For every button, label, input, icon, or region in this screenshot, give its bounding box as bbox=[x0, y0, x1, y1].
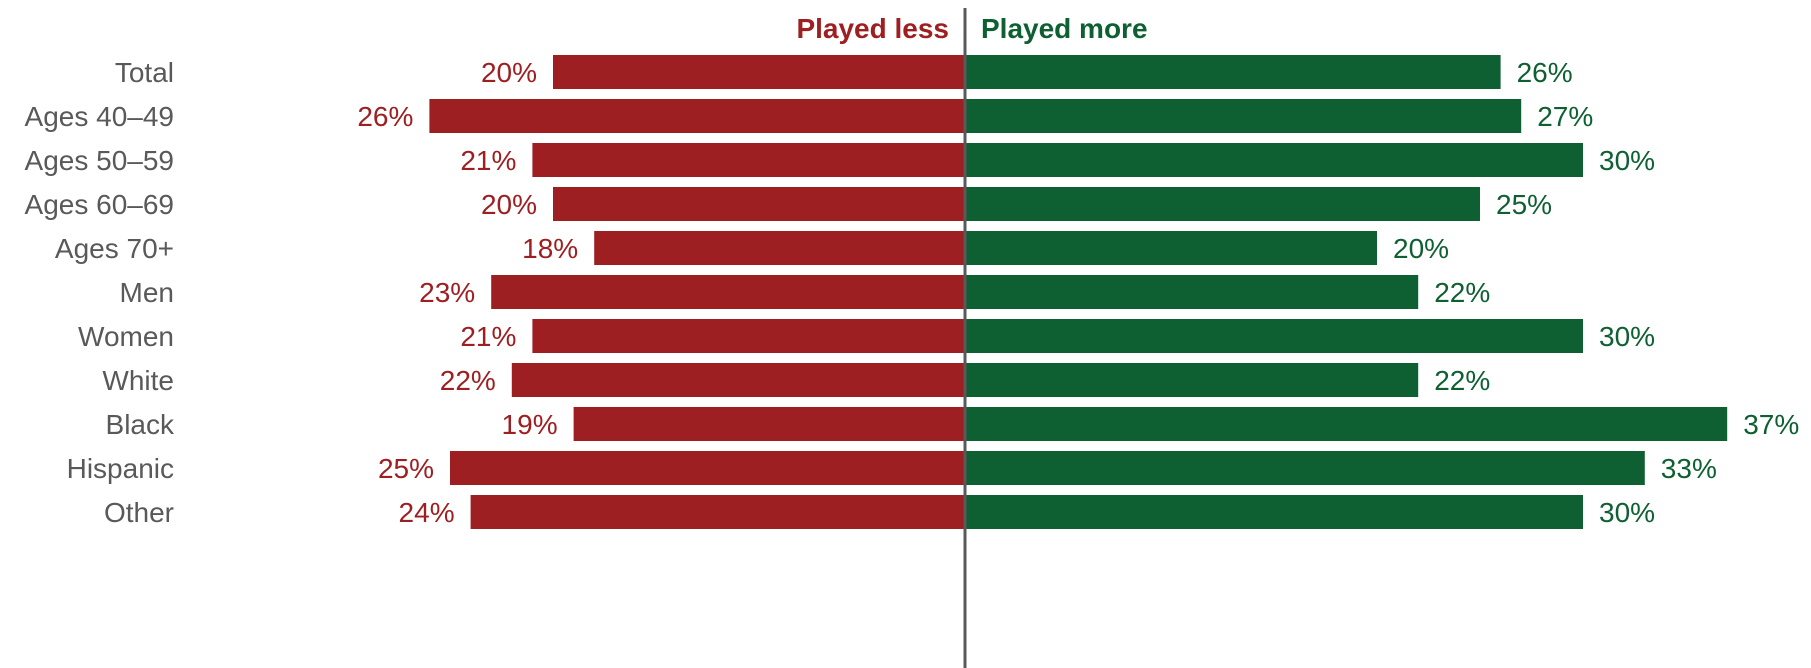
value-label-played-less-black: 19% bbox=[502, 409, 558, 440]
bar-played-less-ages-40-49 bbox=[429, 99, 965, 133]
value-label-played-more-white: 22% bbox=[1434, 365, 1490, 396]
bar-played-more-white bbox=[965, 363, 1419, 397]
category-label-total: Total bbox=[115, 57, 174, 88]
value-label-played-less-ages-50-59: 21% bbox=[460, 145, 516, 176]
bar-played-less-total bbox=[553, 55, 965, 89]
category-label-ages-70: Ages 70+ bbox=[55, 233, 174, 264]
category-label-white: White bbox=[102, 365, 174, 396]
value-label-played-more-total: 26% bbox=[1517, 57, 1573, 88]
bars-layer bbox=[429, 55, 1728, 529]
bar-played-more-ages-40-49 bbox=[965, 99, 1522, 133]
value-label-played-more-men: 22% bbox=[1434, 277, 1490, 308]
bar-played-less-ages-60-69 bbox=[553, 187, 965, 221]
labels-layer: Total 20% 26% Ages 40–49 26% 27% Ages 50–59 21%… bbox=[25, 57, 1800, 528]
value-label-played-less-women: 21% bbox=[460, 321, 516, 352]
category-label-ages-40-49: Ages 40–49 bbox=[25, 101, 174, 132]
bar-played-more-hispanic bbox=[965, 451, 1645, 485]
bar-played-more-other bbox=[965, 495, 1583, 529]
value-label-played-less-hispanic: 25% bbox=[378, 453, 434, 484]
value-label-played-less-total: 20% bbox=[481, 57, 537, 88]
bar-played-less-women bbox=[532, 319, 965, 353]
value-label-played-less-other: 24% bbox=[399, 497, 455, 528]
value-label-played-less-ages-40-49: 26% bbox=[357, 101, 413, 132]
value-label-played-more-ages-60-69: 25% bbox=[1496, 189, 1552, 220]
value-label-played-less-ages-70: 18% bbox=[522, 233, 578, 264]
value-label-played-more-other: 30% bbox=[1599, 497, 1655, 528]
legend-played-more: Played more bbox=[981, 13, 1148, 44]
bar-played-less-white bbox=[511, 363, 965, 397]
bar-played-less-hispanic bbox=[450, 451, 965, 485]
bar-played-less-black bbox=[573, 407, 965, 441]
bar-played-less-men bbox=[491, 275, 965, 309]
value-label-played-more-ages-40-49: 27% bbox=[1537, 101, 1593, 132]
bar-played-less-ages-70 bbox=[594, 231, 965, 265]
value-label-played-less-men: 23% bbox=[419, 277, 475, 308]
value-label-played-less-ages-60-69: 20% bbox=[481, 189, 537, 220]
value-label-played-more-hispanic: 33% bbox=[1661, 453, 1717, 484]
bar-played-more-black bbox=[965, 407, 1728, 441]
category-label-hispanic: Hispanic bbox=[67, 453, 174, 484]
value-label-played-more-ages-50-59: 30% bbox=[1599, 145, 1655, 176]
category-label-men: Men bbox=[120, 277, 174, 308]
category-label-black: Black bbox=[106, 409, 175, 440]
value-label-played-more-women: 30% bbox=[1599, 321, 1655, 352]
category-label-women: Women bbox=[78, 321, 174, 352]
bar-played-more-ages-70 bbox=[965, 231, 1377, 265]
bar-played-more-women bbox=[965, 319, 1583, 353]
bar-played-less-other bbox=[470, 495, 965, 529]
value-label-played-more-black: 37% bbox=[1743, 409, 1799, 440]
bar-played-more-total bbox=[965, 55, 1501, 89]
bar-played-more-men bbox=[965, 275, 1419, 309]
bar-played-more-ages-50-59 bbox=[965, 143, 1583, 177]
bar-played-less-ages-50-59 bbox=[532, 143, 965, 177]
value-label-played-more-ages-70: 20% bbox=[1393, 233, 1449, 264]
bar-played-more-ages-60-69 bbox=[965, 187, 1480, 221]
category-label-ages-50-59: Ages 50–59 bbox=[25, 145, 174, 176]
value-label-played-less-white: 22% bbox=[440, 365, 496, 396]
legend-played-less: Played less bbox=[796, 13, 949, 44]
category-label-other: Other bbox=[104, 497, 174, 528]
category-label-ages-60-69: Ages 60–69 bbox=[25, 189, 174, 220]
